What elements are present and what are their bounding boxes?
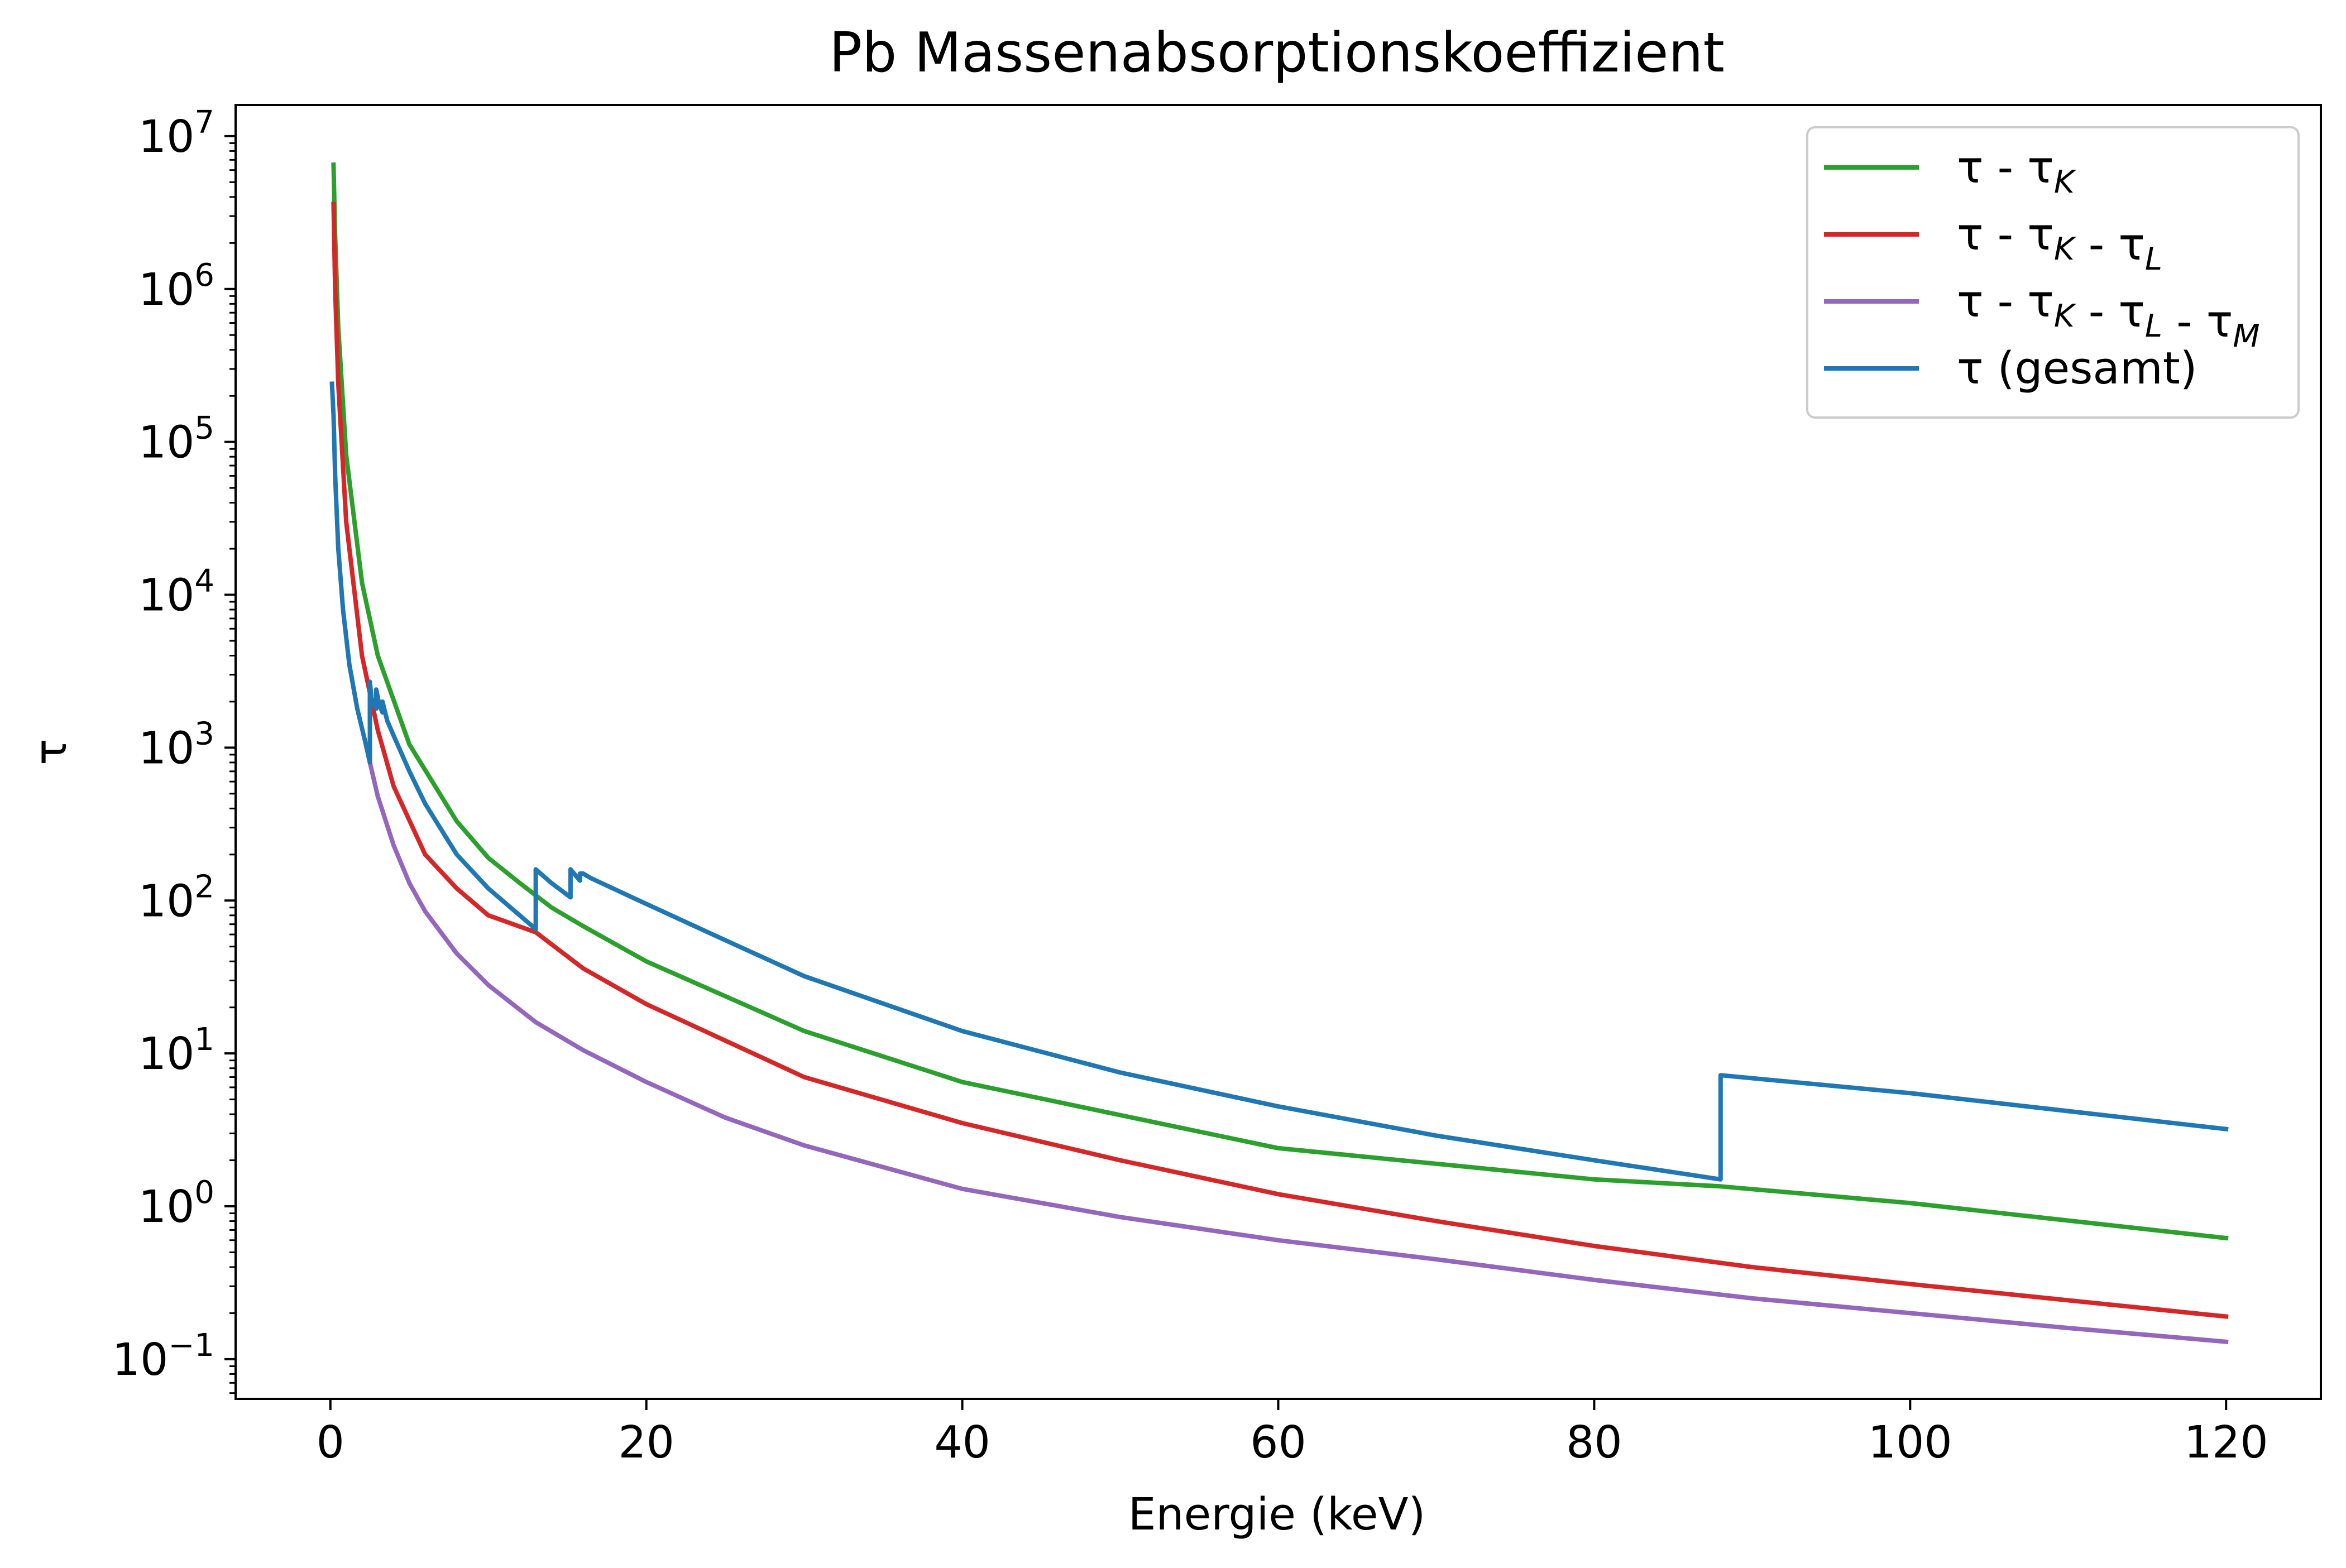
legend-label-3: τ (gesamt) (1957, 343, 2197, 394)
y-tick-label: 10−1 (112, 1327, 214, 1385)
x-tick-label: 60 (1250, 1417, 1306, 1468)
y-tick-label: 103 (138, 716, 214, 774)
legend-label-2: τ - τK - τL - τM (1957, 276, 2260, 354)
x-tick-label: 100 (1868, 1417, 1952, 1468)
x-tick-label: 80 (1566, 1417, 1622, 1468)
x-tick-label: 40 (934, 1417, 990, 1468)
y-tick-label: 104 (138, 563, 214, 621)
y-axis-label: τ (25, 739, 76, 765)
y-tick-label: 101 (138, 1022, 214, 1080)
series-line-1 (331, 202, 2229, 1319)
legend: τ - τK τ - τK - τLτ - τK - τL - τMτ (gesa… (1806, 126, 2300, 419)
y-tick-label: 106 (138, 257, 214, 315)
legend-label-0: τ - τK (1957, 142, 2077, 200)
x-axis-label: Energie (keV) (1128, 1489, 1426, 1540)
series-line-2 (367, 760, 2229, 1345)
legend-label-1: τ - τK - τL (1957, 209, 2162, 277)
y-tick-label: 102 (138, 869, 214, 927)
y-tick-label: 100 (138, 1174, 214, 1233)
x-axis-ticks: 0 20 40 60 80 100 120 (317, 1399, 2268, 1468)
chart-title: Pb Massenabsorptionskoeffizient (829, 21, 1725, 85)
x-tick-label: 120 (2184, 1417, 2268, 1468)
x-tick-label: 20 (618, 1417, 674, 1468)
x-tick-label: 0 (317, 1417, 344, 1468)
y-tick-label: 105 (138, 410, 214, 468)
series-line-3 (329, 381, 2229, 1182)
series-layer (329, 162, 2229, 1345)
y-tick-label: 107 (138, 104, 214, 162)
legend-box (1806, 126, 2300, 419)
y-axis-ticks: 10−1 100 101 102 103 104 105 106 107 (112, 104, 236, 1394)
